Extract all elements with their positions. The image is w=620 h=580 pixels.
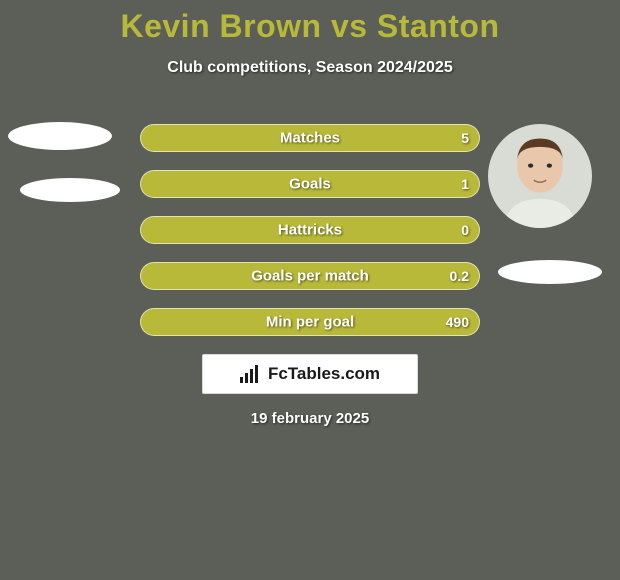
player-avatar-right [488, 124, 592, 228]
left-shape-1 [8, 122, 112, 150]
right-shape-1 [498, 260, 602, 284]
brand-logo-box: FcTables.com [202, 354, 418, 394]
comparison-infographic: Kevin Brown vs Stanton Club competitions… [0, 0, 620, 580]
stat-row-goals: Goals 1 [140, 170, 480, 198]
page-title: Kevin Brown vs Stanton [0, 0, 620, 45]
stat-row-goals-per-match: Goals per match 0.2 [140, 262, 480, 290]
stat-row-min-per-goal: Min per goal 490 [140, 308, 480, 336]
stat-row-matches: Matches 5 [140, 124, 480, 152]
stat-bars: Matches 5 Goals 1 Hattricks 0 Goals per … [140, 124, 480, 354]
stat-right-value: 0 [461, 222, 469, 238]
subtitle: Club competitions, Season 2024/2025 [0, 59, 620, 77]
stat-label: Goals per match [251, 268, 369, 285]
stat-label: Matches [280, 130, 340, 147]
stat-row-hattricks: Hattricks 0 [140, 216, 480, 244]
left-shape-2 [20, 178, 120, 202]
avatar-illustration [488, 124, 592, 228]
stat-right-value: 490 [446, 314, 469, 330]
stat-label: Goals [289, 176, 331, 193]
stat-right-value: 0.2 [450, 268, 469, 284]
brand-name: FcTables.com [268, 364, 380, 384]
stat-right-value: 5 [461, 130, 469, 146]
stat-label: Hattricks [278, 222, 342, 239]
bar-chart-icon [240, 365, 262, 383]
stat-right-value: 1 [461, 176, 469, 192]
date-label: 19 february 2025 [0, 410, 620, 427]
stat-label: Min per goal [266, 314, 354, 331]
